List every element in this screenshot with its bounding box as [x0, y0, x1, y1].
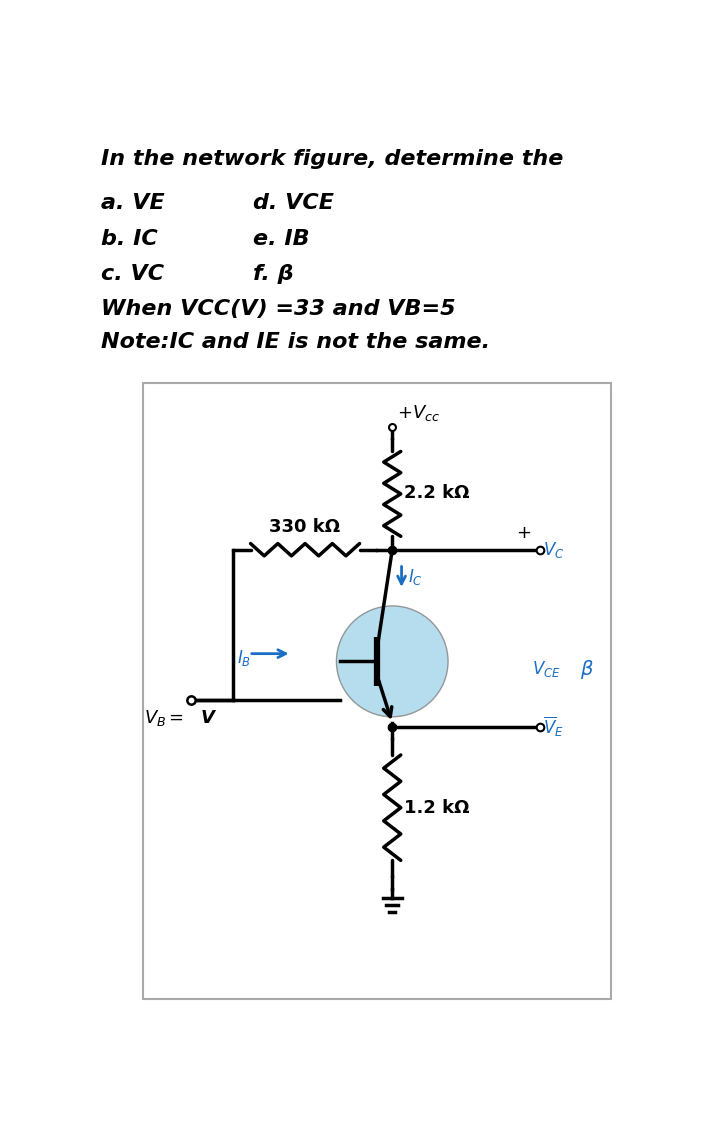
Text: c. VC: c. VC	[101, 264, 164, 284]
Text: $V_C$: $V_C$	[544, 540, 564, 560]
Text: 330 kΩ: 330 kΩ	[269, 518, 341, 536]
Bar	[143, 382, 611, 999]
Text: $+V_{cc}$: $+V_{cc}$	[397, 403, 440, 424]
Text: $V_{CE}$: $V_{CE}$	[532, 659, 561, 680]
Text: When VCC(V) =33 and VB=5: When VCC(V) =33 and VB=5	[101, 300, 456, 319]
Text: f. β: f. β	[253, 264, 293, 284]
Text: b. IC: b. IC	[101, 228, 158, 249]
Text: In the network figure, determine the: In the network figure, determine the	[101, 149, 563, 169]
Text: $I_C$: $I_C$	[408, 567, 423, 587]
Text: d. VCE: d. VCE	[253, 193, 334, 214]
Text: Note:IC and IE is not the same.: Note:IC and IE is not the same.	[101, 332, 490, 351]
Text: $+$: $+$	[516, 523, 531, 542]
Text: 1.2 kΩ: 1.2 kΩ	[404, 799, 469, 816]
Text: 2.2 kΩ: 2.2 kΩ	[404, 484, 469, 503]
Text: $I_B$: $I_B$	[238, 647, 251, 667]
Text: $V_B=$  V: $V_B=$ V	[144, 707, 217, 728]
Text: $\overline{V}_E$: $\overline{V}_E$	[544, 715, 564, 739]
Text: $\beta$: $\beta$	[580, 658, 594, 681]
Circle shape	[336, 606, 448, 716]
Text: a. VE: a. VE	[101, 193, 165, 214]
Text: e. IB: e. IB	[253, 228, 310, 249]
